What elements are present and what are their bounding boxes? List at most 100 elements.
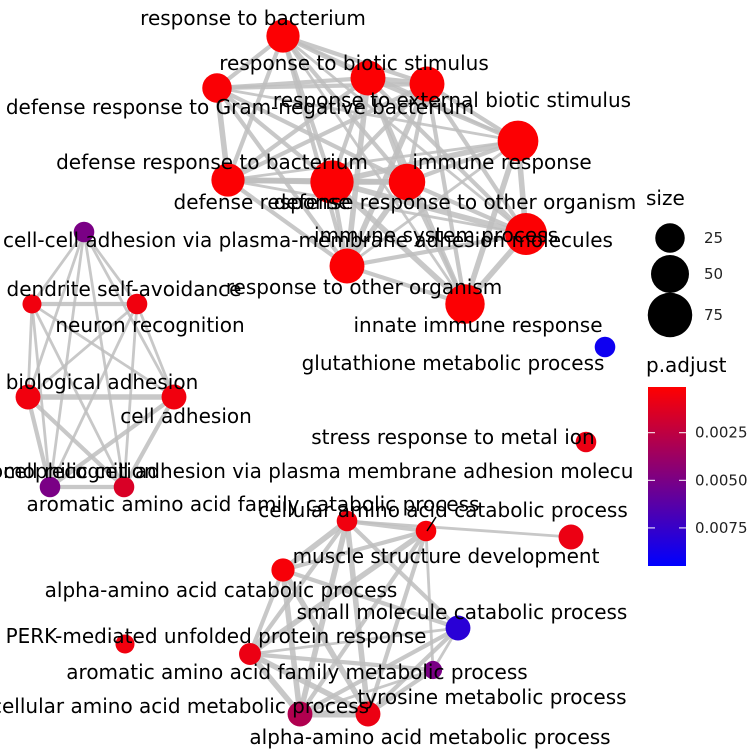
network-node: [239, 643, 261, 665]
network-node: [211, 163, 245, 197]
node-label: aromatic amino acid family catabolic pro…: [27, 492, 480, 516]
node-label: PERK-mediated unfolded protein response: [6, 624, 427, 648]
node-label: dendrite self-avoidance: [7, 277, 242, 301]
network-edge: [344, 518, 461, 631]
network-node: [497, 120, 539, 162]
network-edge: [329, 179, 529, 237]
network-edge: [247, 651, 371, 717]
network-node: [415, 520, 437, 542]
color-legend-title: p.adjust: [646, 353, 727, 377]
network-edge: [280, 518, 350, 573]
node-layer: [15, 19, 616, 727]
network-node: [73, 221, 95, 243]
node-label: aromatic amino acid family metabolic pro…: [66, 660, 527, 684]
node-label: alpha-amino acid metabolic process: [249, 725, 610, 749]
network-edge: [26, 302, 34, 399]
network-edge: [329, 138, 521, 185]
network-edge: [121, 394, 177, 490]
network-edge: [344, 231, 529, 269]
size-legend-key: [651, 255, 689, 293]
network-node: [310, 160, 354, 204]
network-edge: [280, 33, 350, 269]
size-legend-key: [655, 223, 685, 253]
node-label: glutathione metabolic process: [302, 351, 605, 375]
size-legend-key: [647, 292, 693, 338]
color-legend-ticks: 0.0025 0.0050 0.0075: [648, 424, 748, 537]
network-edge: [225, 177, 350, 269]
network-node: [423, 660, 443, 680]
network-edge: [135, 302, 176, 399]
network-edge: [247, 518, 350, 657]
network-edge: [298, 668, 435, 716]
node-label: defense response to bacterium: [56, 150, 368, 174]
color-legend-label: 0.0075: [695, 519, 748, 537]
network-node: [161, 384, 187, 410]
network-node: [445, 284, 485, 324]
network-edge: [215, 86, 520, 143]
network-edge: [297, 528, 429, 717]
network-edge: [424, 529, 435, 672]
network-node: [445, 615, 471, 641]
network-edge: [344, 75, 371, 269]
network-node: [15, 384, 41, 410]
network-edge: [248, 626, 460, 656]
network-edge: [280, 567, 371, 717]
network-edge: [247, 567, 286, 657]
network-node: [329, 248, 365, 284]
legend: size 25 50 75 p.adjust 0.0025 0.0050 0.0075: [646, 186, 748, 566]
network-edge: [25, 394, 127, 490]
network-node: [575, 431, 597, 453]
network-edge: [344, 81, 430, 269]
size-legend-label: 75: [704, 306, 723, 324]
network-edge: [280, 567, 461, 631]
network-node: [39, 476, 61, 498]
node-label: defense response to Gram-negative bacter…: [6, 95, 474, 119]
network-edge: [424, 81, 529, 237]
network-edge: [82, 230, 126, 489]
network-edge: [365, 528, 429, 717]
network-edge: [329, 81, 430, 185]
node-label: tyrosine metabolic process: [357, 685, 626, 709]
network-node: [287, 701, 313, 727]
network-edge: [280, 528, 429, 573]
node-label: immune response: [412, 150, 591, 174]
color-legend-bar: [648, 387, 686, 566]
network-edge: [297, 625, 461, 717]
node-label: muscle structure development: [293, 544, 600, 568]
node-label: biological adhesion: [6, 370, 199, 394]
node-label: cell recognition: [3, 459, 156, 483]
network-edge: [30, 302, 176, 399]
node-label: cell adhesion: [120, 404, 252, 428]
network-edge: [344, 263, 468, 307]
node-label: response to other organism: [226, 275, 502, 299]
edge-layer: [25, 33, 573, 718]
node-label: defense response to other organism: [274, 190, 637, 214]
color-legend-label: 0.0025: [695, 424, 748, 442]
network-edge: [226, 139, 520, 182]
network-node: [266, 19, 300, 53]
label-layer: response to bacterium response to biotic …: [0, 6, 637, 749]
node-label: response to biotic stimulus: [219, 51, 489, 75]
network-edge: [247, 528, 429, 657]
node-label: response to external biotic stimulus: [273, 88, 631, 112]
size-legend-label: 25: [704, 229, 723, 247]
node-label: small molecule catabolic process: [297, 600, 628, 624]
network-edge: [30, 230, 86, 306]
network-node: [355, 701, 381, 727]
network-edge: [214, 85, 410, 185]
network-edge: [329, 179, 468, 307]
node-label: innate immune response: [353, 313, 602, 337]
network-node: [202, 73, 232, 103]
node-label: defense response: [174, 190, 351, 214]
color-legend-label: 0.0050: [695, 471, 748, 489]
node-label: neuron recognition: [55, 313, 244, 337]
network-edge: [225, 81, 430, 183]
node-label: alpha-amino acid catabolic process: [45, 578, 398, 602]
network-node: [409, 66, 445, 102]
network-edge: [247, 651, 303, 717]
network-node: [504, 212, 548, 256]
network-edge: [226, 178, 528, 236]
network-node: [115, 634, 135, 654]
